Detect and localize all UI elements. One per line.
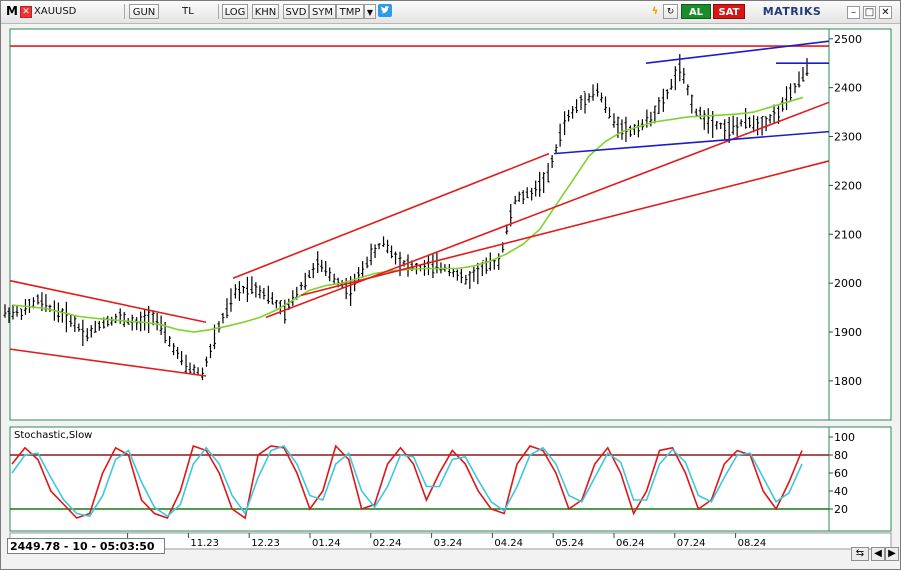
price-tick-label: 2100 xyxy=(834,228,862,241)
stochastic-tick-label: 40 xyxy=(834,485,848,498)
maximize-icon[interactable]: □ xyxy=(863,6,876,19)
trendline xyxy=(9,279,207,324)
time-tick-label: 05.24 xyxy=(555,538,584,549)
time-tick-label: 01.24 xyxy=(312,538,341,549)
buy-button[interactable]: AL xyxy=(681,4,711,19)
time-tick-label: 04.24 xyxy=(494,538,523,549)
price-readout: 2449.78 - 10 - 05:03:50 xyxy=(7,538,165,554)
close-window-icon[interactable]: ✕ xyxy=(879,6,892,19)
chart-area[interactable]: 2500240023002200210020001900180010.2311.… xyxy=(1,23,900,569)
moving-average-line xyxy=(12,96,804,333)
lightning-icon[interactable]: ϟ xyxy=(651,6,659,17)
khn-button[interactable]: KHN xyxy=(252,4,279,19)
sell-button[interactable]: SAT xyxy=(713,4,745,19)
stochastic-tick-label: 100 xyxy=(834,431,855,444)
trendline xyxy=(553,130,830,155)
time-tick-label: 11.23 xyxy=(190,538,219,549)
price-tick-label: 2500 xyxy=(834,33,862,46)
twitter-icon[interactable] xyxy=(378,4,392,19)
price-tick-label: 2000 xyxy=(834,277,862,290)
chart-toolbar: M ✕ XAUUSD GUN TL LOG KHN SVD SYM TMP ▼ … xyxy=(1,1,900,24)
price-tick-label: 2400 xyxy=(834,82,862,95)
stochastic-tick-label: 20 xyxy=(834,503,848,516)
toolbar-separator xyxy=(218,4,219,19)
minimize-icon[interactable]: – xyxy=(847,6,860,19)
trendline xyxy=(645,40,830,65)
stochastic-tick-label: 60 xyxy=(834,467,848,480)
price-tick-label: 1800 xyxy=(834,375,862,388)
scroll-right-icon[interactable]: ▶ xyxy=(885,547,899,561)
period-gun-button[interactable]: GUN xyxy=(129,4,159,19)
template-button[interactable]: TMP xyxy=(336,4,364,19)
trendline xyxy=(300,160,830,297)
price-tick-label: 2200 xyxy=(834,179,862,192)
trendline xyxy=(265,101,830,319)
matriks-logo-icon[interactable]: M xyxy=(6,4,18,18)
scroll-left-icon[interactable]: ◀ xyxy=(871,547,885,561)
time-tick-label: 07.24 xyxy=(677,538,706,549)
currency-tl-button[interactable]: TL xyxy=(182,6,194,17)
auto-scroll-icon[interactable]: ⇆ xyxy=(851,547,869,561)
time-tick-label: 02.24 xyxy=(373,538,402,549)
close-symbol-icon[interactable]: ✕ xyxy=(20,6,32,18)
brand-logo: MATRIKS xyxy=(762,5,822,18)
trendline xyxy=(232,152,550,280)
toolbar-separator xyxy=(124,4,125,19)
sym-button[interactable]: SYM xyxy=(309,4,336,19)
time-tick-label: 12.23 xyxy=(251,538,280,549)
refresh-icon[interactable]: ↻ xyxy=(663,4,678,19)
svd-button[interactable]: SVD xyxy=(283,4,309,19)
stochastic-tick-label: 80 xyxy=(834,449,848,462)
template-dropdown-icon[interactable]: ▼ xyxy=(364,4,376,19)
stochastic-line-d xyxy=(11,445,803,518)
trendline xyxy=(9,348,207,377)
price-panel xyxy=(9,28,830,421)
time-tick-label: 03.24 xyxy=(434,538,463,549)
time-tick-label: 06.24 xyxy=(616,538,645,549)
symbol-field[interactable]: XAUUSD xyxy=(34,6,77,17)
stochastic-title: Stochastic,Slow xyxy=(14,430,92,441)
price-tick-label: 2300 xyxy=(834,131,862,144)
price-tick-label: 1900 xyxy=(834,326,862,339)
stochastic-axis-panel xyxy=(828,426,892,532)
price-axis-panel xyxy=(828,28,892,421)
log-scale-button[interactable]: LOG xyxy=(222,4,248,19)
time-tick-label: 08.24 xyxy=(738,538,767,549)
